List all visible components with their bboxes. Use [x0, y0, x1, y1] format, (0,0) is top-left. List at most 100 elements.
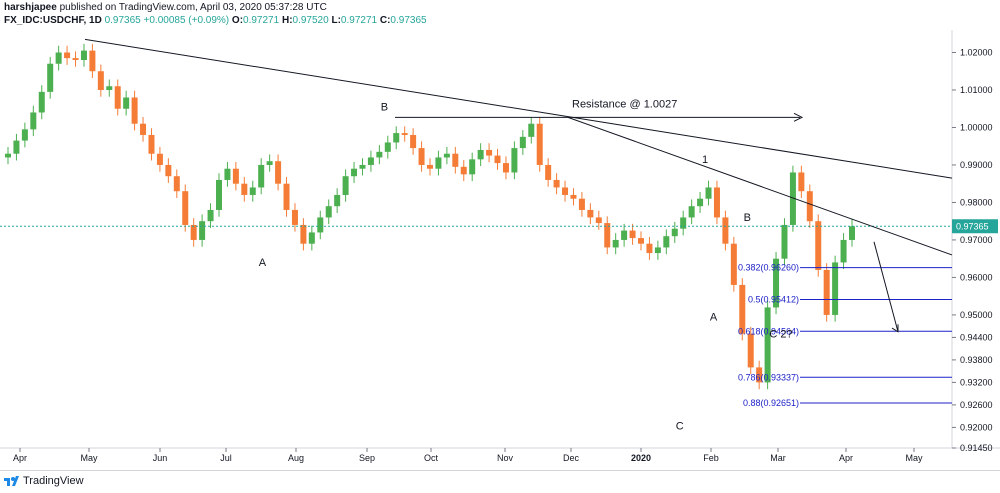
- candle[interactable]: [528, 123, 535, 137]
- candle[interactable]: [21, 129, 28, 141]
- candle[interactable]: [275, 161, 282, 184]
- candle[interactable]: [165, 164, 172, 177]
- candle[interactable]: [401, 133, 408, 135]
- candle[interactable]: [680, 217, 687, 229]
- candle[interactable]: [80, 50, 87, 60]
- candle[interactable]: [123, 97, 130, 109]
- candle[interactable]: [232, 168, 239, 184]
- candle[interactable]: [97, 71, 104, 90]
- candle[interactable]: [781, 224, 788, 259]
- candle[interactable]: [359, 164, 366, 169]
- candle[interactable]: [756, 367, 763, 383]
- candle[interactable]: [283, 183, 290, 210]
- candle[interactable]: [140, 123, 147, 135]
- candle[interactable]: [241, 183, 248, 195]
- candle[interactable]: [410, 134, 417, 149]
- candle[interactable]: [849, 226, 855, 240]
- candle[interactable]: [823, 269, 830, 315]
- tradingview-logo[interactable]: TradingView: [4, 475, 84, 487]
- projection-arrow[interactable]: [873, 241, 899, 332]
- candle[interactable]: [477, 149, 484, 160]
- candle[interactable]: [72, 58, 79, 60]
- trendline-upper[interactable]: [84, 38, 953, 179]
- candle[interactable]: [427, 164, 433, 169]
- candle[interactable]: [536, 123, 543, 165]
- candle[interactable]: [722, 217, 729, 244]
- candle[interactable]: [654, 247, 661, 254]
- candle[interactable]: [486, 149, 493, 156]
- candle[interactable]: [182, 191, 189, 225]
- candle[interactable]: [266, 161, 273, 165]
- candle[interactable]: [216, 179, 222, 210]
- candle[interactable]: [570, 194, 577, 199]
- candle[interactable]: [393, 133, 400, 143]
- candle[interactable]: [612, 239, 619, 248]
- price-chart[interactable]: 1.02000 1.01000 1.00000 0.99000 0.98000 0.970…: [0, 30, 1000, 470]
- candle[interactable]: [199, 221, 206, 240]
- candle[interactable]: [638, 238, 644, 244]
- candle[interactable]: [13, 140, 20, 154]
- candle[interactable]: [604, 223, 611, 248]
- candle[interactable]: [308, 232, 315, 244]
- candle[interactable]: [511, 148, 518, 173]
- candle[interactable]: [697, 198, 704, 207]
- candle[interactable]: [578, 198, 585, 210]
- candle[interactable]: [38, 91, 45, 113]
- candle[interactable]: [587, 209, 594, 218]
- candle[interactable]: [443, 153, 450, 158]
- candle[interactable]: [317, 217, 324, 233]
- candle[interactable]: [469, 159, 476, 175]
- candle[interactable]: [384, 142, 391, 152]
- candle[interactable]: [334, 194, 341, 207]
- candle[interactable]: [325, 206, 332, 218]
- candle[interactable]: [671, 228, 678, 237]
- candle[interactable]: [764, 307, 771, 383]
- candle[interactable]: [148, 134, 155, 154]
- candle[interactable]: [460, 166, 467, 175]
- candle[interactable]: [114, 86, 121, 109]
- candle[interactable]: [519, 136, 526, 149]
- candle[interactable]: [562, 187, 569, 195]
- candle[interactable]: [713, 187, 720, 218]
- candle[interactable]: [300, 224, 307, 244]
- candle[interactable]: [351, 168, 358, 177]
- candle[interactable]: [47, 63, 54, 92]
- candle[interactable]: [553, 179, 560, 188]
- candle[interactable]: [806, 191, 813, 222]
- candle[interactable]: [156, 153, 163, 165]
- candle[interactable]: [705, 187, 712, 199]
- candle[interactable]: [190, 224, 197, 240]
- candle[interactable]: [367, 157, 374, 165]
- candle[interactable]: [663, 236, 670, 248]
- author-name[interactable]: harshjapee: [4, 2, 57, 13]
- candle[interactable]: [173, 176, 180, 192]
- candle[interactable]: [435, 157, 442, 169]
- candle[interactable]: [249, 187, 256, 195]
- price-axis[interactable]: [952, 30, 1000, 448]
- candle[interactable]: [629, 230, 636, 239]
- candle[interactable]: [621, 230, 628, 240]
- candle[interactable]: [5, 153, 11, 158]
- candle[interactable]: [815, 221, 822, 270]
- candle[interactable]: [730, 243, 737, 285]
- candle[interactable]: [747, 333, 754, 368]
- candle[interactable]: [595, 217, 602, 224]
- candle[interactable]: [106, 86, 113, 90]
- candle[interactable]: [688, 206, 695, 218]
- candle[interactable]: [789, 172, 796, 225]
- candle[interactable]: [207, 209, 214, 222]
- candle[interactable]: [840, 239, 847, 263]
- candle[interactable]: [832, 262, 839, 315]
- candle[interactable]: [739, 284, 746, 334]
- candle[interactable]: [224, 168, 231, 180]
- candle[interactable]: [798, 172, 805, 192]
- candle[interactable]: [773, 258, 780, 308]
- candle[interactable]: [376, 151, 383, 158]
- candle[interactable]: [89, 50, 96, 72]
- candle[interactable]: [258, 164, 265, 188]
- candle[interactable]: [646, 243, 653, 254]
- candle[interactable]: [30, 112, 37, 130]
- candle[interactable]: [342, 176, 349, 195]
- candle[interactable]: [494, 155, 501, 164]
- candle[interactable]: [291, 209, 298, 225]
